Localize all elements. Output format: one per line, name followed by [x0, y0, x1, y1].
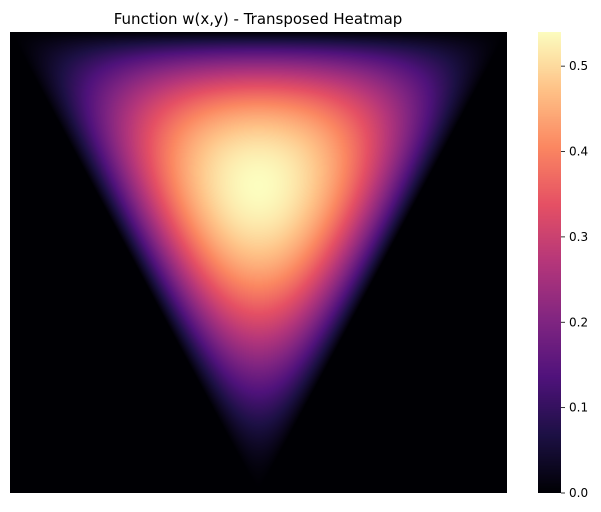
colorbar-tick-label: 0.3 — [569, 230, 588, 244]
colorbar-tick-label: 0.0 — [569, 486, 588, 500]
heatmap-image — [10, 32, 507, 493]
colorbar-ticks: 0.0 0.1 0.2 0.3 0.4 0.5 — [561, 59, 588, 500]
colorbar-tick-label: 0.1 — [569, 401, 588, 415]
colorbar-tick-label: 0.5 — [569, 59, 588, 73]
colorbar-tick-label: 0.4 — [569, 145, 588, 159]
chart-title: Function w(x,y) - Transposed Heatmap — [114, 10, 403, 28]
colorbar-tick-label: 0.2 — [569, 315, 588, 329]
colorbar-gradient — [538, 32, 561, 493]
